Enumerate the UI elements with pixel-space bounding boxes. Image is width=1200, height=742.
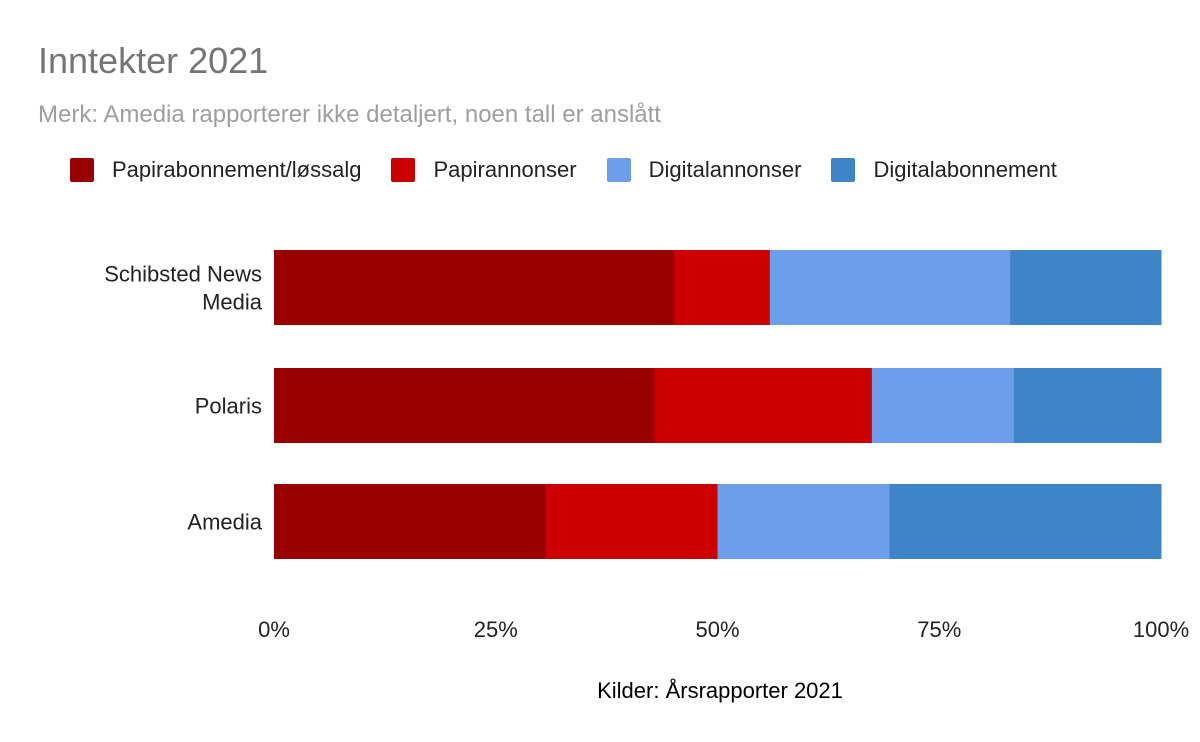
x-tick-label: 50% [695,617,739,642]
legend: Papirabonnement/løssalg Papirannonser Digi… [70,157,1087,183]
x-tick-label: 0% [258,617,290,642]
chart-subtitle: Merk: Amedia rapporterer ikke detaljert,… [38,101,661,128]
legend-item: Papirannonser [391,157,577,183]
bar-segment [274,368,656,443]
bar-segment [545,484,718,559]
x-axis-label: Kilder: Årsrapporter 2021 [597,678,843,703]
bar-segment [769,250,1011,325]
y-tick-label: Polaris [195,394,262,419]
chart-title: Inntekter 2021 [38,40,269,81]
legend-label: Papirabonnement/løssalg [112,157,362,182]
x-tick-label: 25% [474,617,518,642]
legend-label: Papirannonser [433,157,577,182]
bar-segment [274,250,675,325]
bar-segment [889,484,1162,559]
bar-segment [674,250,771,325]
legend-swatch [391,158,416,182]
legend-label: Digitalabonnement [873,157,1057,182]
y-tick-label: Media [202,290,263,315]
bar-segment [1013,368,1162,443]
legend-item: Papirabonnement/løssalg [70,157,361,183]
legend-swatch [831,158,856,182]
bar-segment [871,368,1015,443]
bar-segment [1010,250,1162,325]
legend-swatch [606,158,631,182]
x-tick-label: 75% [917,617,961,642]
legend-item: Digitalannonser [606,157,802,183]
x-tick-label: 100% [1133,617,1189,642]
bar-segment [654,368,873,443]
legend-label: Digitalannonser [648,157,802,182]
legend-item: Digitalabonnement [831,157,1057,183]
bar-segment [274,484,546,559]
y-tick-label: Schibsted News [104,262,262,287]
y-tick-label: Amedia [187,510,262,535]
bar-segment [717,484,891,559]
legend-swatch [70,158,94,182]
